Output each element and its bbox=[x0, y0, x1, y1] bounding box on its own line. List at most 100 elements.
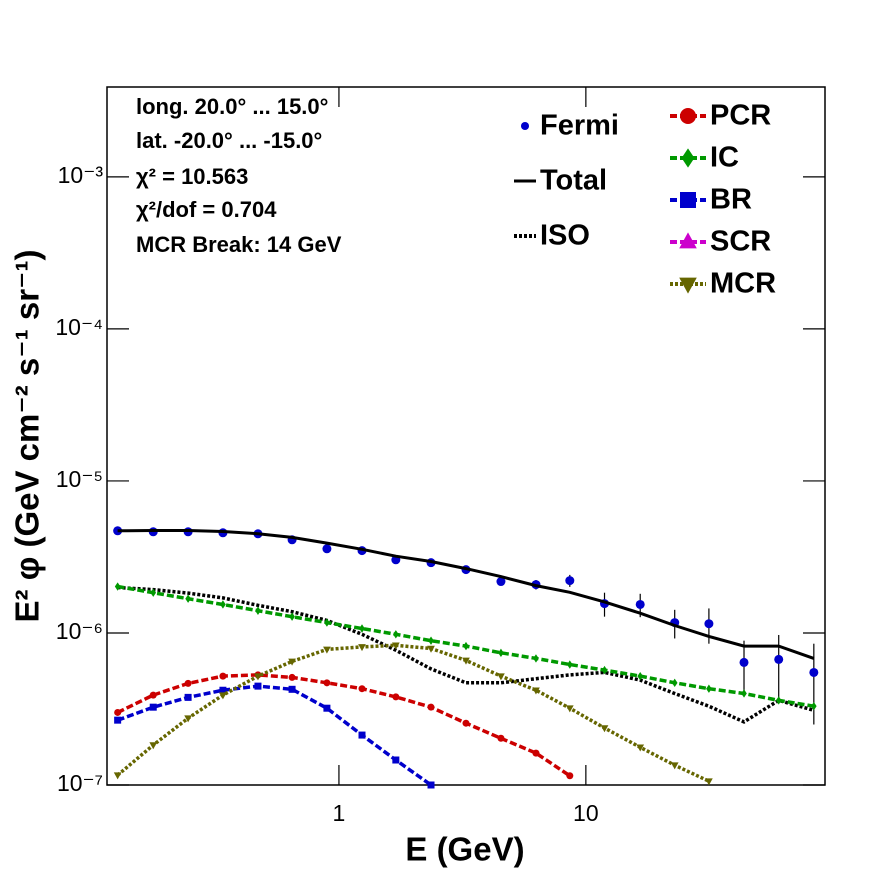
data-point bbox=[532, 749, 540, 757]
data-point bbox=[113, 772, 122, 780]
data-point bbox=[323, 646, 331, 654]
data-point bbox=[323, 679, 331, 687]
data-point bbox=[704, 619, 714, 629]
y-axis-label: E² φ (GeV cm⁻² s⁻¹ sr⁻¹) bbox=[9, 250, 46, 623]
data-point bbox=[601, 665, 608, 675]
data-point bbox=[427, 781, 435, 789]
data-point bbox=[358, 685, 366, 693]
data-point bbox=[428, 636, 434, 645]
data-point bbox=[289, 612, 295, 621]
data-point bbox=[114, 582, 121, 591]
series-line bbox=[117, 529, 815, 660]
data-point bbox=[533, 654, 539, 663]
y-tick-label: 10⁻⁴ bbox=[55, 314, 103, 340]
data-point bbox=[427, 645, 435, 653]
data-point bbox=[288, 673, 296, 681]
data-point bbox=[565, 576, 575, 586]
data-point bbox=[811, 701, 817, 711]
data-point bbox=[255, 606, 261, 615]
data-point bbox=[149, 703, 157, 711]
y-tick-label: 10⁻⁶ bbox=[56, 618, 103, 644]
annotation: MCR Break: 14 GeV bbox=[136, 232, 342, 257]
series-line bbox=[117, 585, 815, 724]
data-point bbox=[288, 685, 296, 693]
legend-label: Fermi bbox=[540, 110, 619, 142]
data-point bbox=[324, 618, 330, 627]
data-point bbox=[220, 600, 226, 609]
data-point bbox=[566, 772, 574, 780]
x-axis-label: E (GeV) bbox=[405, 831, 524, 868]
legend-marker bbox=[681, 148, 695, 168]
data-point bbox=[671, 678, 678, 688]
annotation: long. 20.0° ... 15.0° bbox=[136, 94, 328, 119]
legend-label: Total bbox=[540, 165, 607, 197]
data-point bbox=[498, 648, 504, 658]
data-point bbox=[705, 778, 713, 786]
legend-marker bbox=[521, 122, 529, 130]
data-point bbox=[393, 630, 399, 639]
data-point bbox=[462, 719, 470, 727]
data-point bbox=[184, 679, 192, 687]
data-point bbox=[670, 762, 679, 770]
data-point bbox=[219, 672, 227, 680]
data-point bbox=[497, 673, 505, 681]
data-point bbox=[392, 756, 400, 764]
data-point bbox=[462, 657, 470, 665]
data-point bbox=[254, 673, 262, 681]
data-point bbox=[219, 692, 227, 700]
legend-marker bbox=[679, 277, 697, 294]
data-point bbox=[567, 660, 573, 669]
data-point bbox=[809, 667, 819, 677]
plot-frame bbox=[106, 86, 826, 786]
data-point bbox=[427, 703, 435, 711]
data-point bbox=[184, 693, 192, 701]
data-point bbox=[706, 684, 712, 693]
data-point bbox=[114, 716, 122, 724]
legend-label: ISO bbox=[540, 220, 590, 252]
y-tick-label: 10⁻³ bbox=[58, 162, 104, 188]
legend-label: IC bbox=[710, 142, 739, 174]
data-point bbox=[149, 742, 158, 750]
data-point bbox=[184, 715, 192, 723]
data-point bbox=[775, 696, 782, 705]
data-point bbox=[185, 594, 191, 603]
data-point bbox=[635, 599, 645, 609]
series-line bbox=[116, 673, 571, 778]
data-point bbox=[359, 624, 365, 633]
annotation: χ²/dof = 0.704 bbox=[136, 197, 277, 222]
data-point bbox=[532, 687, 540, 695]
x-tick-label: 1 bbox=[333, 800, 346, 826]
data-point bbox=[497, 734, 505, 742]
legend-marker bbox=[680, 192, 696, 208]
y-tick-label: 10⁻⁵ bbox=[56, 466, 103, 492]
legend-marker bbox=[679, 232, 697, 249]
legend-marker bbox=[680, 108, 696, 124]
data-point bbox=[254, 682, 262, 690]
legend-label: MCR bbox=[710, 268, 776, 300]
data-point bbox=[463, 641, 469, 651]
data-point bbox=[739, 657, 749, 667]
data-point bbox=[774, 654, 784, 664]
series-line bbox=[116, 684, 433, 787]
y-tick-label: 10⁻⁷ bbox=[57, 770, 103, 796]
data-point bbox=[219, 686, 227, 694]
data-point bbox=[637, 671, 644, 681]
legend-label: PCR bbox=[710, 100, 771, 132]
annotation: χ² = 10.563 bbox=[136, 164, 248, 189]
data-point bbox=[565, 705, 574, 713]
data-point bbox=[322, 544, 332, 554]
series-line bbox=[116, 643, 710, 783]
data-point bbox=[150, 588, 157, 597]
legend-label: SCR bbox=[710, 226, 771, 258]
data-point bbox=[392, 693, 400, 701]
data-point bbox=[114, 708, 122, 716]
data-point bbox=[149, 691, 157, 699]
data-point bbox=[600, 725, 609, 733]
data-point bbox=[358, 644, 366, 652]
x-tick-label: 10 bbox=[573, 800, 599, 826]
data-point bbox=[323, 704, 331, 712]
data-point bbox=[391, 642, 400, 650]
legend-label: BR bbox=[710, 184, 752, 216]
data-point bbox=[496, 577, 506, 587]
